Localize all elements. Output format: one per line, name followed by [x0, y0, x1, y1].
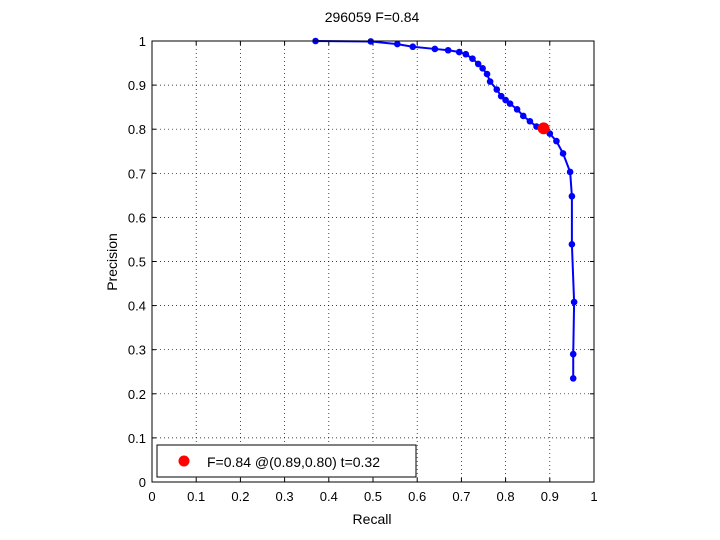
series-point	[431, 45, 439, 53]
series-point	[483, 70, 491, 78]
series-point	[559, 150, 567, 157]
series-point	[566, 168, 574, 176]
series-point	[553, 137, 560, 145]
ticks-layer: 0 0.1 0.2 0.3 0.4 0.5 0.6 0.7 0.8 0.9 1 0 0.1 0.2 0.3 0…	[128, 34, 598, 504]
x-axis-label: Recall	[353, 511, 392, 527]
x-tick-label: 0.1	[187, 489, 205, 504]
x-tick-label: 0.6	[408, 489, 426, 504]
series-point	[444, 46, 452, 54]
y-tick-label: 0.8	[128, 122, 146, 137]
series-point	[469, 55, 476, 62]
series-point	[486, 78, 494, 85]
x-tick-label: 0.4	[320, 489, 338, 504]
x-tick-label: 0.7	[452, 489, 470, 504]
x-tick-label: 0.9	[541, 489, 559, 504]
y-tick-label: 0.9	[128, 78, 146, 93]
y-tick-label: 0.7	[128, 166, 146, 181]
series-point	[569, 375, 577, 382]
y-tick-label: 1	[139, 34, 146, 49]
legend-label: F=0.84 @(0.89,0.80) t=0.32	[207, 454, 380, 470]
best-f-point	[537, 122, 550, 135]
y-tick-label: 0.2	[128, 387, 146, 402]
legend-box	[156, 444, 417, 478]
axes-box	[151, 40, 595, 483]
series-point	[568, 241, 576, 248]
series-point	[526, 117, 534, 125]
series-point	[502, 96, 509, 104]
series-point	[513, 106, 521, 113]
axes-box-layer	[151, 40, 595, 483]
x-tick-label: 0.2	[231, 489, 249, 504]
series-point	[497, 92, 505, 100]
x-tick-label: 0.3	[276, 489, 294, 504]
y-tick-label: 0.1	[128, 431, 146, 446]
x-tick-label: 1	[590, 489, 597, 504]
series-point	[474, 60, 482, 68]
y-tick-label: 0	[139, 475, 146, 490]
y-tick-label: 0.6	[128, 210, 146, 225]
series-point	[462, 50, 470, 58]
series-point	[493, 86, 501, 93]
chart-title: 296059 F=0.84	[325, 9, 420, 25]
series-point	[409, 43, 417, 51]
legend: F=0.84 @(0.89,0.80) t=0.32	[156, 444, 417, 478]
series-point	[455, 48, 463, 56]
y-tick-label: 0.5	[128, 255, 146, 270]
x-tick-label: 0.5	[364, 489, 382, 504]
series-point	[479, 65, 486, 72]
series-layer	[312, 37, 578, 382]
y-tick-label: 0.4	[128, 299, 146, 314]
series-point	[569, 350, 577, 358]
series-point	[519, 112, 527, 120]
series-point	[570, 298, 578, 306]
y-axis-label: Precision	[104, 233, 120, 291]
series-point	[394, 40, 401, 48]
series-point	[568, 192, 576, 200]
legend-marker	[178, 455, 190, 467]
x-tick-label: 0	[148, 489, 155, 504]
x-tick-label: 0.8	[497, 489, 515, 504]
series-point	[506, 100, 514, 107]
y-tick-label: 0.3	[128, 343, 146, 358]
